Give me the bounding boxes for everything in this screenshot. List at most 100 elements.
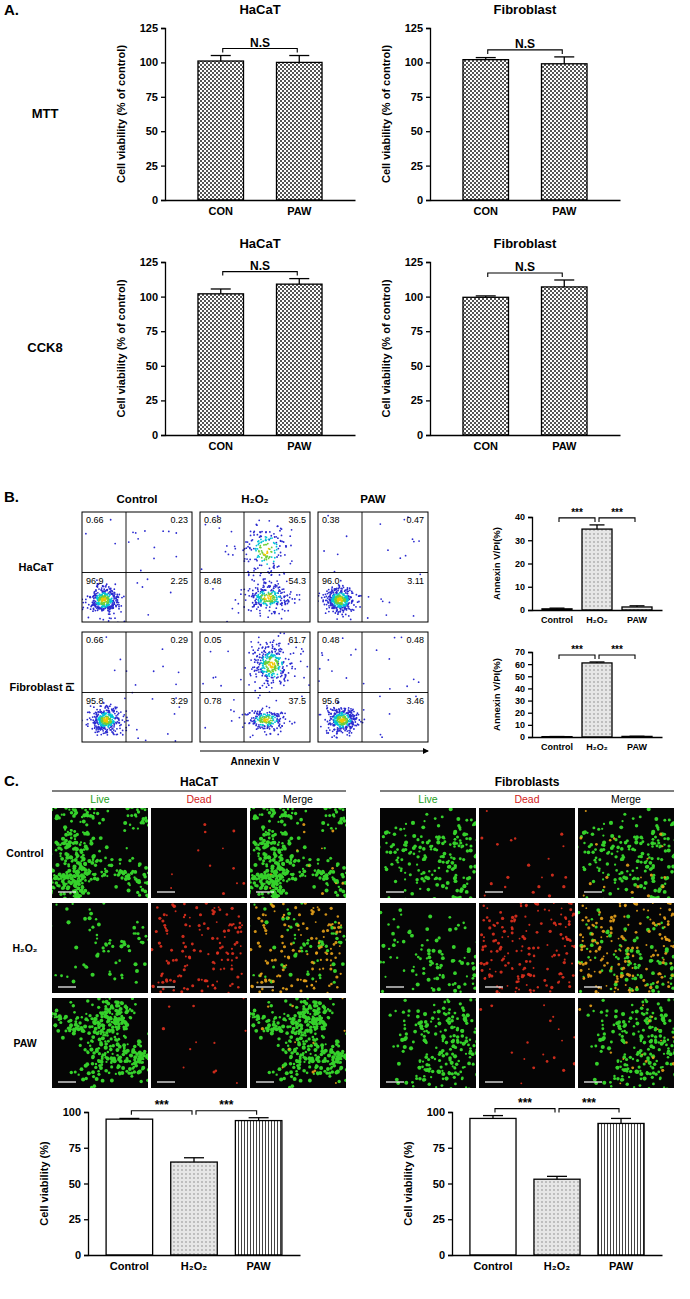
event-dot — [107, 609, 109, 611]
event-dot — [324, 596, 326, 598]
event-dot — [343, 605, 345, 607]
event-dot — [336, 618, 338, 620]
event-dot — [99, 607, 101, 609]
error-cap — [119, 1118, 139, 1119]
event-dot — [108, 714, 110, 716]
event-dot — [231, 720, 233, 722]
event-dot — [271, 551, 273, 553]
event-dot — [291, 598, 293, 600]
event-dot — [276, 598, 278, 600]
column-header: Control — [117, 493, 158, 505]
event-dot — [261, 594, 263, 596]
event-dot — [99, 600, 101, 602]
event-dot — [235, 599, 237, 601]
y-tick: 20 — [515, 559, 532, 569]
event-dot — [93, 713, 95, 715]
event-dot — [220, 685, 222, 687]
event-dot — [306, 666, 308, 668]
x-axis: ControlH₂O₂PAW — [89, 1256, 301, 1272]
bar — [598, 1123, 644, 1255]
event-dot — [96, 709, 98, 711]
event-dot — [291, 529, 293, 531]
event-dot — [109, 719, 111, 721]
event-dot — [350, 618, 352, 620]
event-dot — [343, 594, 345, 596]
y-tick-mark — [528, 700, 532, 701]
y-axis: 010203040506070 — [515, 647, 533, 742]
event-dot — [344, 607, 346, 609]
event-dot — [338, 600, 340, 602]
event-dot — [279, 545, 281, 547]
x-tick: H₂O₂ — [181, 1260, 207, 1272]
event-dot — [387, 549, 389, 551]
panel-label: B. — [4, 488, 19, 505]
event-dot — [327, 602, 329, 604]
event-dot — [270, 596, 272, 598]
event-dot — [289, 563, 291, 565]
x-tick: H₂O₂ — [586, 615, 608, 625]
y-tick-mark — [426, 435, 430, 436]
event-dot — [250, 641, 252, 643]
event-dot — [259, 545, 261, 547]
y-tick-label: 20 — [515, 708, 525, 718]
bar — [463, 297, 509, 435]
event-dot — [262, 599, 264, 601]
error-cap — [483, 1115, 503, 1116]
event-dot — [106, 604, 108, 606]
event-dot — [109, 714, 111, 716]
y-tick-label: 75 — [69, 1142, 81, 1154]
quadrant-gate — [244, 512, 245, 622]
bar — [542, 736, 572, 737]
x-axis-line — [166, 435, 356, 436]
event-dot — [106, 597, 108, 599]
y-axis-title: Cell viability (% of control) — [380, 279, 392, 417]
y-tick-mark — [528, 610, 532, 611]
y-tick-mark — [528, 664, 532, 665]
y-tick: 0 — [439, 1249, 452, 1261]
event-dot — [268, 556, 270, 558]
event-dot — [106, 719, 108, 721]
plot-area — [106, 1118, 282, 1255]
bar — [622, 736, 652, 737]
event-dot — [272, 595, 274, 597]
event-dot — [105, 713, 107, 715]
event-dot — [178, 671, 180, 673]
event-dot — [269, 580, 271, 582]
event-dot — [262, 594, 264, 596]
y-axis-line — [528, 653, 533, 738]
event-dot — [122, 729, 124, 731]
event-dot — [89, 596, 91, 598]
event-dot — [264, 558, 266, 560]
event-dot — [110, 519, 112, 521]
event-dot — [106, 720, 108, 722]
event-cloud — [201, 512, 301, 622]
quadrant-percent: 36.5 — [288, 515, 306, 525]
y-tick-mark — [161, 366, 165, 367]
event-dot — [333, 591, 335, 593]
event-dot — [104, 596, 106, 598]
event-dot — [257, 584, 259, 586]
event-dot — [289, 593, 291, 595]
x-tick: PAW — [627, 615, 647, 625]
y-tick-mark — [426, 366, 430, 367]
event-dot — [253, 597, 255, 599]
event-dot — [248, 573, 250, 575]
event-dot — [102, 730, 104, 732]
event-dot — [328, 611, 330, 613]
event-dot — [114, 669, 116, 671]
event-dot — [258, 556, 260, 558]
x-tick: PAW — [287, 205, 312, 217]
event-dot — [95, 718, 97, 720]
error-cap — [476, 295, 496, 296]
event-dot — [345, 614, 347, 616]
event-dot — [100, 711, 102, 713]
event-dot — [117, 721, 119, 723]
event-dot — [273, 533, 275, 535]
y-tick: 0 — [152, 429, 165, 441]
event-dot — [270, 590, 272, 592]
y-tick-label: 50 — [515, 672, 525, 682]
event-dot — [283, 595, 285, 597]
event-dot — [106, 729, 108, 731]
event-dot — [255, 524, 257, 526]
event-dot — [340, 605, 342, 607]
